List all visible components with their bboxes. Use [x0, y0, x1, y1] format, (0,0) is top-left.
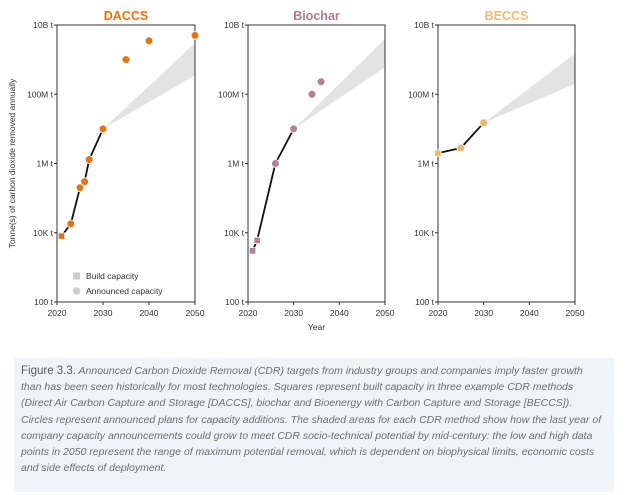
- y-tick-label: 1M t: [417, 159, 434, 169]
- y-tick-label: 100 t: [34, 297, 54, 307]
- y-tick-label: 100 t: [225, 297, 245, 307]
- y-axis-label: Tonne(s) of carbon dioxide removed annua…: [7, 78, 17, 248]
- x-tick-label: 2030: [284, 308, 303, 318]
- plot-frame: [437, 24, 576, 303]
- announced-capacity-point: [271, 159, 280, 168]
- announced-capacity-point: [98, 124, 108, 134]
- y-tick-label: 10B t: [414, 20, 434, 30]
- x-tick-label: 2030: [94, 308, 113, 318]
- announced-capacity-point: [144, 36, 154, 46]
- figure-caption-lead: Figure 3.3.: [21, 365, 76, 377]
- figure-caption-text: Announced Carbon Dioxide Removal (CDR) t…: [21, 365, 602, 475]
- y-tick-label: 10K t: [224, 228, 244, 238]
- announced-capacity-point: [289, 124, 298, 134]
- panel-title: DACCS: [104, 9, 148, 23]
- x-tick-label: 2040: [140, 308, 159, 318]
- announced-capacity-point: [84, 155, 94, 164]
- x-tick-label: 2050: [186, 308, 205, 318]
- potential-band: [483, 53, 575, 123]
- legend: Build capacity Announced capacity: [72, 271, 163, 296]
- build-capacity-point: [434, 149, 442, 157]
- x-tick-label: 2050: [566, 308, 585, 318]
- y-tick-label: 100M t: [408, 89, 435, 99]
- legend-square-icon: [73, 272, 80, 280]
- build-capacity-point: [253, 236, 261, 245]
- y-tick-label: 100 t: [415, 297, 435, 307]
- legend-circle-icon: [72, 287, 81, 295]
- y-tick-label: 10B t: [33, 20, 53, 30]
- x-axis-label: Year: [308, 322, 325, 332]
- build-capacity-point: [248, 247, 257, 255]
- announced-capacity-point: [75, 183, 85, 193]
- potential-band: [103, 43, 195, 129]
- x-tick-label: 2020: [48, 308, 67, 318]
- x-tick-label: 2030: [474, 308, 493, 318]
- x-tick-label: 2020: [239, 308, 258, 318]
- y-tick-label: 10K t: [414, 228, 434, 238]
- figure-caption-block: Figure 3.3. Announced Carbon Dioxide Rem…: [14, 358, 614, 492]
- legend-label: Announced capacity: [86, 286, 163, 296]
- announced-capacity-point: [479, 118, 488, 128]
- build-capacity-point: [58, 232, 66, 240]
- announced-capacity-point: [66, 219, 76, 229]
- announced-capacity-point: [80, 177, 89, 186]
- x-tick-label: 2050: [376, 308, 395, 318]
- y-tick-label: 1M t: [227, 159, 244, 169]
- y-tick-label: 1M t: [36, 159, 53, 169]
- trend-line: [251, 128, 295, 252]
- announced-capacity-point: [307, 89, 317, 99]
- announced-capacity-point: [316, 77, 326, 87]
- panel-title: BECCS: [485, 9, 529, 23]
- y-tick-label: 10K t: [33, 228, 53, 238]
- x-tick-label: 2040: [520, 308, 539, 318]
- y-tick-label: 10B t: [224, 20, 244, 30]
- announced-capacity-point: [456, 143, 466, 153]
- y-tick-label: 100M t: [27, 89, 54, 99]
- x-tick-label: 2040: [330, 308, 349, 318]
- x-tick-label: 2020: [429, 308, 448, 318]
- potential-band: [293, 38, 385, 129]
- y-tick-label: 100M t: [218, 89, 245, 99]
- figure-caption: Figure 3.3. Announced Carbon Dioxide Rem…: [21, 363, 606, 476]
- announced-capacity-point: [190, 31, 200, 40]
- legend-label: Build capacity: [86, 271, 139, 281]
- panel-title: Biochar: [293, 9, 340, 23]
- announced-capacity-point: [121, 55, 131, 64]
